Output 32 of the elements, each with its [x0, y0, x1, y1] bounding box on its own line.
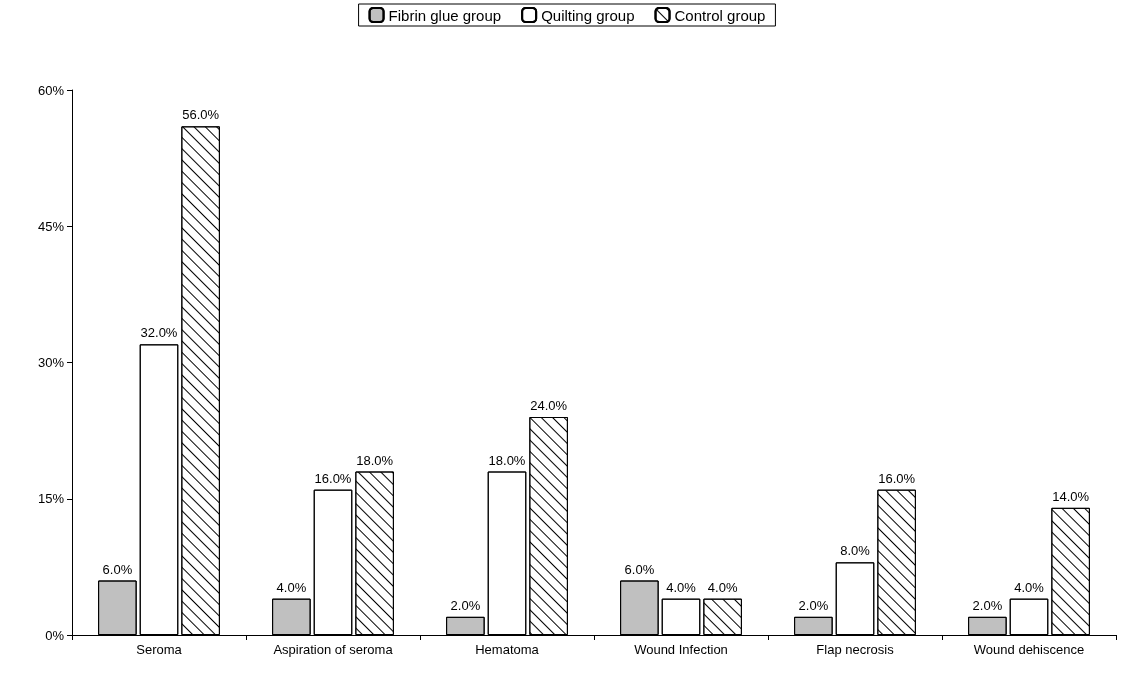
data-label: 18.0%	[356, 452, 394, 468]
y-tick-label: 30%	[37, 355, 65, 370]
data-label: 4.0%	[276, 579, 307, 595]
x-tick-label: Wound dehiscence	[973, 642, 1085, 657]
data-label: 32.0%	[140, 325, 178, 341]
x-tick-label: Flap necrosis	[816, 642, 895, 657]
data-label: 16.0%	[314, 470, 352, 486]
data-label: 16.0%	[878, 470, 916, 486]
data-label: 4.0%	[666, 579, 697, 595]
legend-label: Quilting group	[541, 6, 635, 24]
data-label: 56.0%	[182, 107, 220, 123]
data-label: 8.0%	[840, 543, 871, 559]
data-label: 4.0%	[1014, 579, 1045, 595]
y-tick-label: 45%	[37, 218, 65, 234]
x-tick-label: Hematoma	[475, 642, 540, 657]
legend-label: Fibrin glue group	[388, 6, 502, 24]
y-tick-label: 0%	[45, 627, 65, 643]
data-label: 2.0%	[798, 597, 829, 613]
x-tick-label: Aspiration of seroma	[273, 642, 394, 657]
data-label: 6.0%	[624, 561, 655, 577]
data-label: 6.0%	[102, 561, 133, 577]
y-tick-label: 15%	[37, 491, 65, 507]
data-label: 4.0%	[707, 579, 738, 595]
data-label: 2.0%	[972, 597, 1003, 613]
data-label: 2.0%	[450, 597, 481, 613]
data-label: 18.0%	[488, 452, 526, 468]
data-label: 24.0%	[530, 398, 568, 413]
y-tick-label: 60%	[37, 82, 65, 98]
x-tick-label: Seroma	[136, 642, 183, 657]
data-label: 14.0%	[1052, 488, 1090, 504]
legend-label: Control group	[674, 6, 766, 24]
x-tick-label: Wound Infection	[634, 642, 728, 657]
